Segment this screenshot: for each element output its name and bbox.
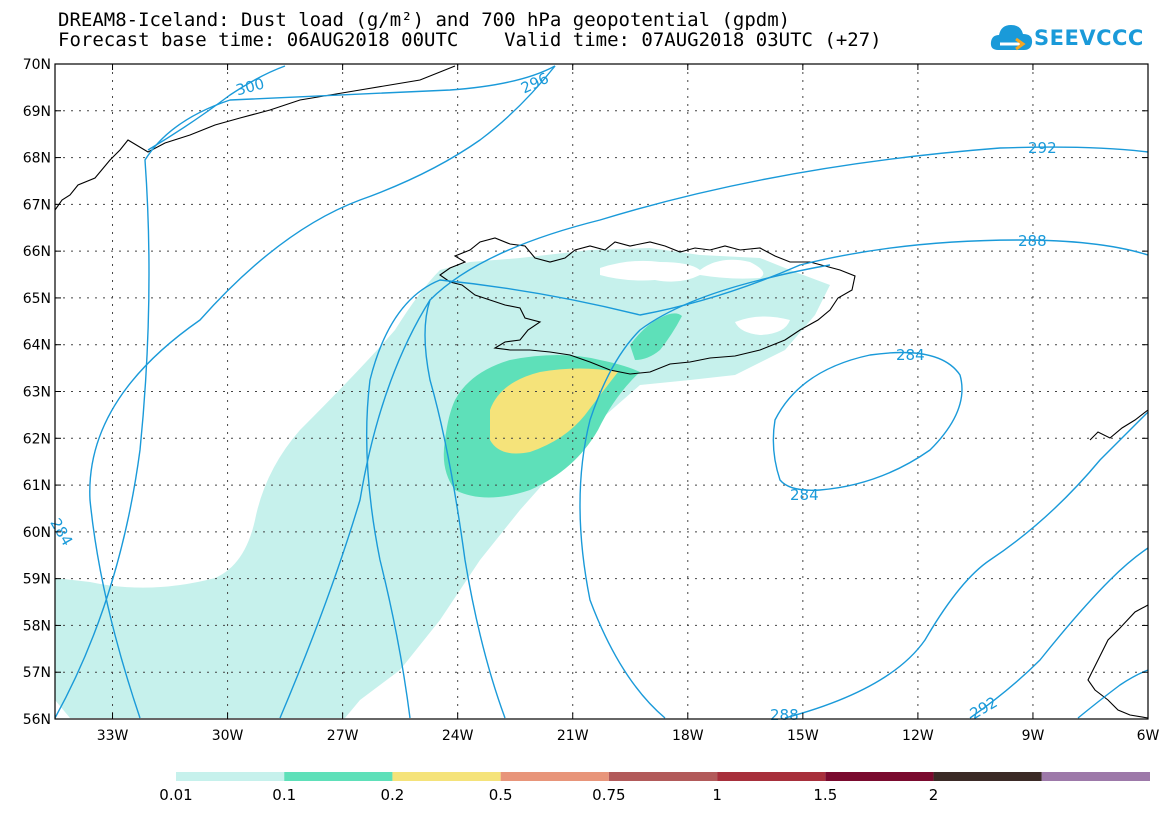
colorbar-box-1 [284, 772, 393, 781]
dust-shading [55, 248, 830, 718]
colorbar-box-2 [392, 772, 501, 781]
lat-label-60N: 60N [23, 525, 51, 541]
colorbar-labels: 0.01 0.1 0.2 0.5 0.75 1 1.5 2 [159, 786, 938, 804]
map-grid [55, 64, 1148, 719]
colorbar-box-5 [717, 772, 826, 781]
colorbar-box-4 [608, 772, 718, 781]
lon-label-12W: 12W [902, 728, 934, 744]
lat-label-59N: 59N [23, 572, 51, 588]
lat-label-57N: 57N [23, 665, 51, 681]
coastline-scotland-north [1089, 409, 1149, 441]
colorbar-label-2: 0.2 [381, 786, 405, 804]
lon-label-15W: 15W [787, 728, 819, 744]
contour-288c [579, 264, 831, 719]
lon-label-6W: 6W [1137, 728, 1160, 744]
chart-title-line1: DREAM8-Iceland: Dust load (g/m²) and 700… [58, 9, 791, 31]
coastline-iceland [439, 237, 856, 375]
lat-label-61N: 61N [23, 478, 51, 494]
colorbar-label-3: 0.5 [489, 786, 513, 804]
contour-288d [784, 411, 1149, 719]
contour-288 [365, 239, 1149, 719]
colorbar-box-0 [176, 772, 285, 781]
lon-label-18W: 18W [672, 728, 704, 744]
coastline-scotland [1087, 604, 1149, 719]
lat-label-68N: 68N [23, 151, 51, 167]
colorbar-label-6: 1.5 [813, 786, 837, 804]
lat-label-65N: 65N [23, 291, 51, 307]
contour-label-284a: 284 [896, 346, 925, 364]
contour-label-292: 292 [1028, 139, 1057, 157]
lat-label-69N: 69N [23, 104, 51, 120]
chart-title-line2: Forecast base time: 06AUG2018 00UTC Vali… [58, 29, 882, 51]
dust-area-01-lake [630, 313, 682, 360]
logo-text: SEEVCCC [1034, 26, 1144, 50]
colorbar-label-4: 0.75 [592, 786, 625, 804]
glacier-areas [600, 259, 790, 335]
colorbar-boxes [176, 772, 1150, 781]
contour-292b [969, 547, 1149, 719]
contour-288b [424, 299, 506, 719]
lat-label-56N: 56N [23, 712, 51, 728]
contour-292 [279, 146, 1149, 719]
coastline-greenland [54, 65, 456, 211]
lat-label-62N: 62N [23, 431, 51, 447]
coastlines [54, 65, 1149, 719]
lat-label-67N: 67N [23, 197, 51, 213]
lon-label-24W: 24W [442, 728, 474, 744]
contour-label-288: 288 [1018, 232, 1047, 250]
contour-300 [147, 65, 286, 151]
lon-label-21W: 21W [557, 728, 589, 744]
seevccc-logo: SEEVCCC [990, 20, 1143, 60]
latitude-labels: 70N 69N 68N 67N 66N 65N 64N 63N 62N 61N 60N 59N 58N 5… [23, 57, 1148, 728]
lat-label-63N: 63N [23, 385, 51, 401]
dust-area-02 [490, 368, 618, 454]
colorbar-box-8 [1041, 772, 1150, 781]
cloud-logo-icon [990, 25, 1033, 51]
dust-area-001 [55, 248, 830, 718]
colorbar-label-7: 2 [929, 786, 939, 804]
colorbar-label-5: 1 [712, 786, 722, 804]
contour-284 [772, 351, 963, 491]
lon-label-27W: 27W [327, 728, 359, 744]
geopotential-contours [54, 65, 1149, 719]
lat-label-58N: 58N [23, 618, 51, 634]
colorbar-box-3 [500, 772, 609, 781]
contour-292c [1077, 669, 1149, 719]
lon-label-33W: 33W [97, 728, 129, 744]
lat-label-66N: 66N [23, 244, 51, 260]
contour-label-284b: 284 [790, 486, 819, 504]
lon-label-30W: 30W [212, 728, 244, 744]
colorbar-box-6 [825, 772, 934, 781]
lat-label-64N: 64N [23, 338, 51, 354]
contour-296 [54, 65, 556, 719]
lon-label-9W: 9W [1022, 728, 1045, 744]
contour-296b [89, 65, 556, 719]
colorbar-label-1: 0.1 [272, 786, 296, 804]
colorbar-label-0: 0.01 [159, 786, 192, 804]
lat-label-70N: 70N [23, 57, 51, 73]
longitude-labels: 33W 30W 27W 24W 21W 18W 15W 12W 9W 6W [97, 64, 1160, 744]
colorbar-box-7 [933, 772, 1042, 781]
